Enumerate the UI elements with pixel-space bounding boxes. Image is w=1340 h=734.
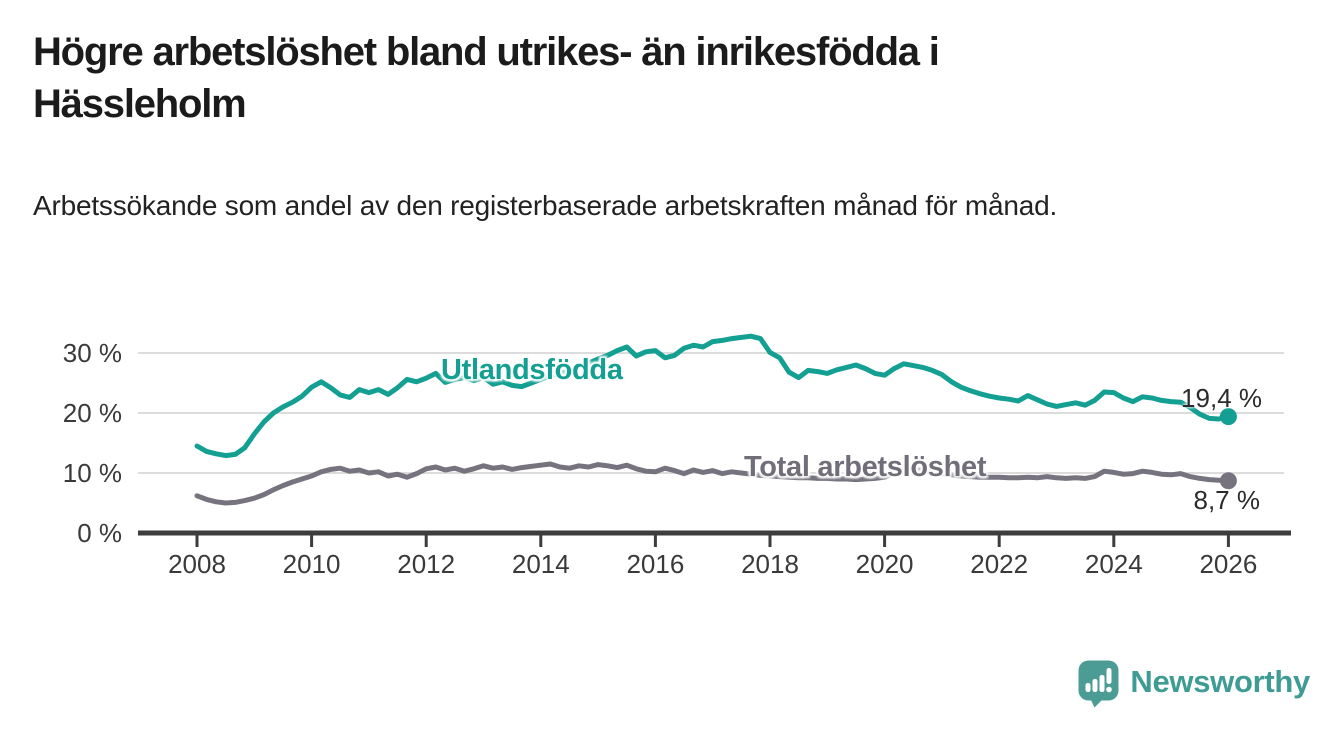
end-value-label-utlandsfodda: 19,4 % [1181,383,1262,413]
page-title: Högre arbetslöshet bland utrikes- än inr… [33,30,940,126]
y-axis-tick-label: 30 % [62,338,122,368]
series-end-dot-utlandsfodda [1219,408,1237,426]
series-line-total [194,461,1231,506]
x-axis-tick-label: 2024 [1084,549,1143,579]
x-axis-tick-label: 2026 [1199,549,1258,579]
series-line-utlandsfodda [194,333,1231,459]
y-axis-tick-label: 10 % [62,458,122,488]
x-axis-tick-label: 2010 [282,549,341,579]
newsworthy-logo: Newsworthy [1078,660,1310,708]
series-label-utlandsfodda: Utlandsfödda [441,354,623,386]
x-axis-tick-label: 2018 [741,549,799,579]
y-axis-tick-label: 0 % [77,518,122,548]
x-axis-tick-label: 2016 [626,549,685,579]
end-value-label-total: 8,7 % [1193,485,1261,515]
newsworthy-chart-bubble-icon [1078,660,1119,708]
x-axis-tick-label: 2020 [855,549,914,579]
newsworthy-logo-text: Newsworthy [1130,663,1310,699]
series-end-dot-total [1219,472,1237,490]
x-axis-tick-label: 2022 [970,549,1029,579]
x-axis-tick-label: 2014 [511,549,570,579]
page-subtitle: Arbetssökande som andel av den registerb… [33,190,1058,221]
x-axis-tick-label: 2008 [168,549,226,579]
y-axis-tick-label: 20 % [62,398,122,428]
series-label-total-arbetsloshet: Total arbetslöshet [744,451,987,483]
x-axis-tick-label: 2012 [397,549,456,579]
